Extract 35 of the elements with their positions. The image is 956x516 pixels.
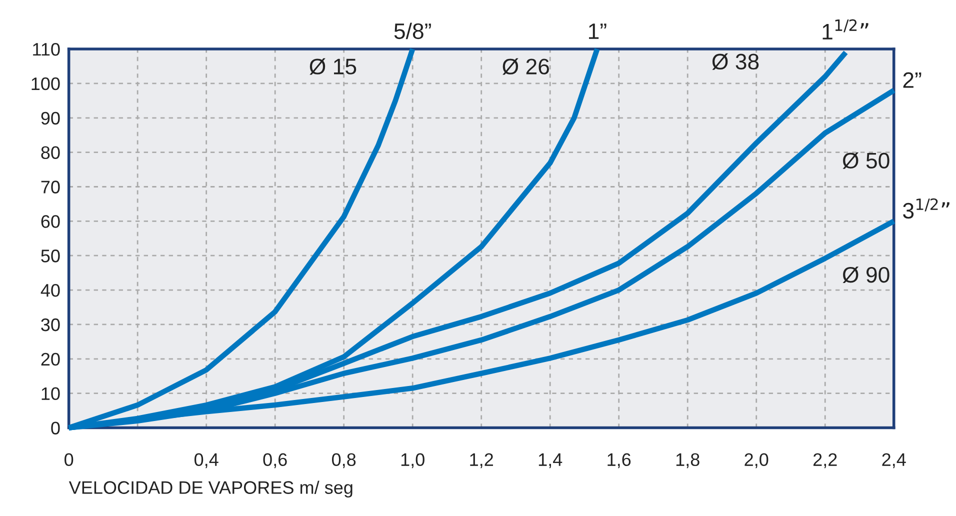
y-tick-label: 80 xyxy=(41,146,60,160)
y-tick-label: 30 xyxy=(41,318,60,332)
text: Ø 38 xyxy=(712,53,759,70)
y-tick-label: 10 xyxy=(42,387,60,400)
annotation: 1” xyxy=(589,24,606,39)
y-tick-label: 20 xyxy=(41,352,60,366)
x-tick-label: 0,6 xyxy=(263,453,287,468)
annotation: 2” xyxy=(903,72,922,88)
annotation: 1$^{1/2}$” xyxy=(822,19,868,40)
y-tick-label: 50 xyxy=(41,250,60,262)
x-tick-label: 2,2 xyxy=(813,453,837,468)
y-tick-label: 70 xyxy=(41,180,60,194)
x-tick-label: 0,8 xyxy=(332,453,356,468)
x-tick-label: 0,4 xyxy=(194,453,218,468)
x-tick-label: 2,0 xyxy=(744,453,768,468)
y-tick-label: 110 xyxy=(33,42,60,56)
y-tick-label: 100 xyxy=(32,77,60,90)
y-tick-label: 60 xyxy=(41,215,60,228)
y-tick-label: 0 xyxy=(51,422,60,434)
x-axis-title: VELOCIDAD DE VAPORES m/ seg xyxy=(68,480,352,498)
x-tick-label: 2,4 xyxy=(882,453,906,468)
x-tick-label: 1,6 xyxy=(608,453,631,468)
x-tick-label: 0 xyxy=(64,453,74,466)
x-tick-label: 1,4 xyxy=(538,453,562,468)
series-label: Ø 26 xyxy=(502,58,549,75)
text: Ø 15 xyxy=(310,58,356,75)
x-tick-label: 1,8 xyxy=(676,453,700,468)
x-tick-label: 1,2 xyxy=(470,453,493,468)
x-tick-label: 1,0 xyxy=(401,453,424,468)
annotation: 5/8” xyxy=(394,22,431,40)
series-label: Ø 90 xyxy=(842,266,890,284)
annotation: 3$^{1/2}$” xyxy=(903,198,950,219)
y-tick-label: 90 xyxy=(41,112,60,125)
series-label: Ø 50 xyxy=(842,152,890,169)
y-tick-label: 40 xyxy=(40,284,60,297)
